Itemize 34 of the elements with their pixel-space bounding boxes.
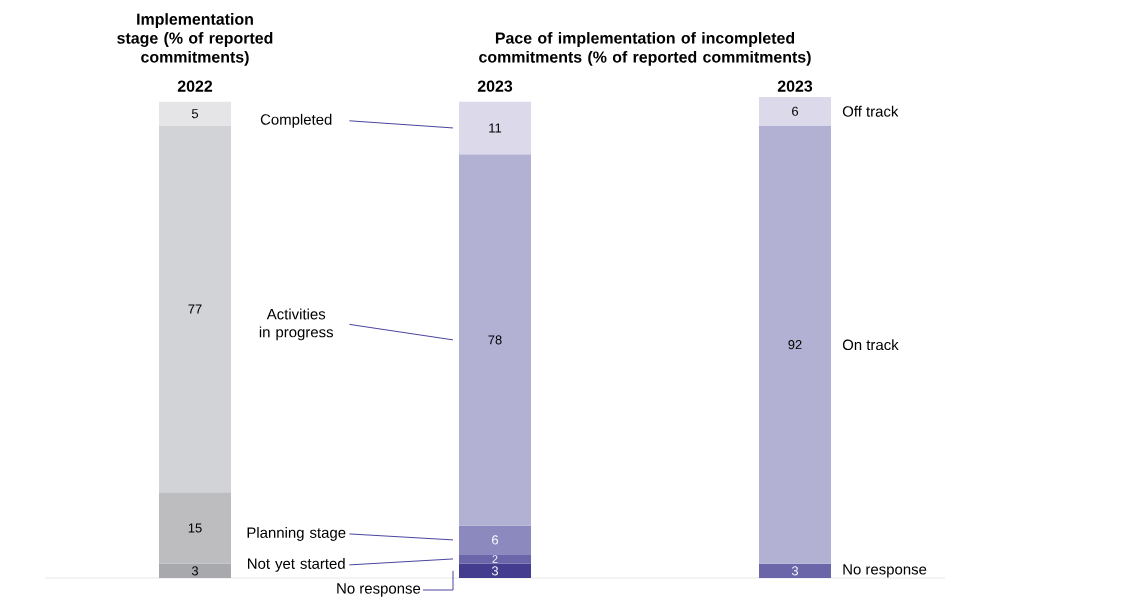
series-label: Not yet started [248, 557, 345, 572]
bar [159, 125, 231, 493]
data-label: 78 [488, 335, 502, 345]
series-label: Planning stage [247, 526, 346, 541]
data-label: 92 [788, 340, 802, 350]
text: Pace of implementation of incompleted commitments (% of reported commitments) [479, 32, 811, 66]
x-tick-label: 2023 [477, 80, 513, 92]
bar [759, 563, 832, 578]
text: No response [337, 583, 421, 597]
bar [759, 97, 832, 126]
data-label: 3 [191, 566, 199, 576]
data-label: 15 [188, 523, 202, 533]
bar [159, 492, 231, 564]
series-label: No response [843, 564, 927, 578]
x-tick-label: 2022 [177, 80, 213, 92]
bar [459, 525, 531, 555]
data-label: 77 [188, 304, 202, 314]
series-label: Activities in progress [259, 308, 334, 341]
data-label: 3 [491, 566, 499, 576]
bar [759, 125, 832, 564]
bar [459, 563, 531, 578]
bar [159, 101, 231, 126]
data-label: 6 [492, 535, 499, 545]
series-label: Off track [842, 105, 899, 117]
bar [159, 563, 231, 578]
series-label: Completed [260, 113, 332, 128]
text: Implementation stage (% of reported commitments) [117, 13, 273, 66]
series-label: On track [842, 339, 899, 351]
data-label: 2 [492, 555, 498, 563]
x-tick-label: 2023 [777, 80, 813, 92]
data-label: 3 [791, 566, 799, 576]
data-label: 5 [191, 109, 199, 119]
data-label: 11 [489, 123, 502, 133]
data-label: 6 [792, 106, 799, 116]
